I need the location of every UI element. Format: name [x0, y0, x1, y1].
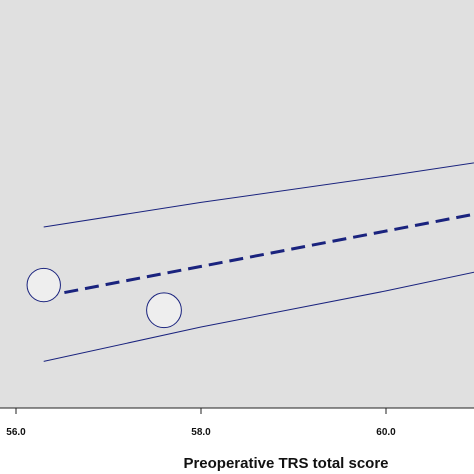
data-point-1	[26, 267, 61, 303]
plot-area	[0, 0, 474, 408]
data-point-2	[146, 292, 182, 329]
x-tick-label-2: 58.0	[191, 427, 211, 438]
confidence-band-lower	[43, 271, 474, 362]
regression-line	[43, 212, 474, 298]
x-tick-label-1: 56.0	[6, 427, 26, 438]
x-axis-title: Preoperative TRS total score	[183, 455, 388, 472]
x-tick-label-3: 60.0	[376, 427, 396, 438]
confidence-band-upper	[43, 162, 474, 228]
